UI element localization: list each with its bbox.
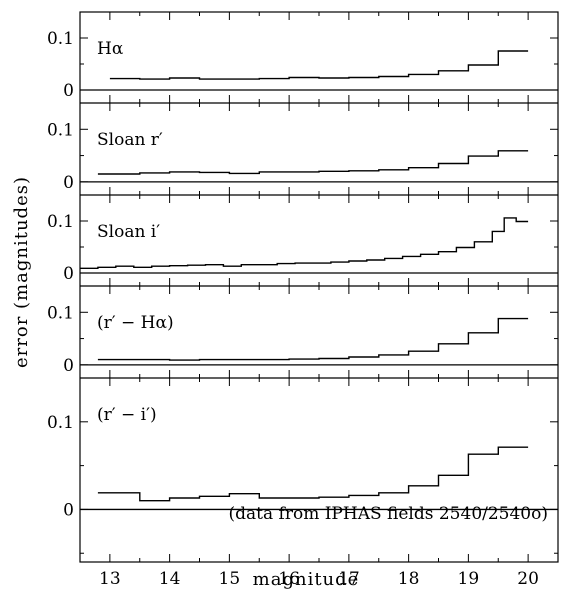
y-tick-label: 0: [63, 500, 74, 520]
panel-2: 0 0.1 Sloan r′: [47, 102, 559, 195]
x-tick-label: 14: [159, 569, 181, 589]
panel-1: 0 0.1 Hα: [47, 12, 559, 103]
panel-label: Sloan r′: [97, 130, 163, 150]
y-tick-label: 0.1: [47, 212, 74, 232]
series-step-line-5: [97, 446, 529, 502]
x-tick-label: 17: [338, 569, 360, 589]
series-step-line-4: [97, 317, 529, 361]
x-tick-label: 20: [517, 569, 539, 589]
y-tick-label: 0.1: [47, 303, 74, 323]
y-tick-label: 0: [63, 356, 74, 376]
x-tick-label: 13: [99, 569, 121, 589]
panel-label: (r′ − i′): [97, 405, 157, 425]
y-tick-label: 0: [63, 173, 74, 193]
x-tick-label: 19: [458, 569, 480, 589]
panels-layer: 0 0.1 Hα 0 0.1 Sloan r′ 0 0.1 Sloan i′ 0 0.1 (r′ − …: [47, 11, 559, 589]
series-step-line-3: [80, 217, 529, 269]
y-axis-label: error (magnitudes): [11, 176, 32, 368]
x-tick-label: 18: [398, 569, 420, 589]
y-tick-label: 0.1: [47, 413, 74, 433]
panel-label: (r′ − Hα): [97, 313, 174, 333]
panel-4: 0 0.1 (r′ − Hα): [47, 285, 559, 378]
x-tick-label: 16: [278, 569, 300, 589]
y-tick-label: 0: [63, 81, 74, 101]
x-axis-label: magnitude: [253, 569, 360, 590]
panel-5: 0 0.1 (r′ − i′): [47, 377, 559, 562]
series-step-line-1: [109, 50, 529, 80]
x-tick-label: 15: [219, 569, 241, 589]
data-source-note: (data from IPHAS fields 2540/2540o): [229, 504, 548, 524]
y-tick-label: 0.1: [47, 29, 74, 49]
series-step-line-2: [97, 150, 529, 175]
panel-label: Hα: [97, 39, 124, 59]
y-tick-label: 0: [63, 264, 74, 284]
y-tick-label: 0.1: [47, 120, 74, 140]
panel-label: Sloan i′: [97, 222, 160, 242]
panel-3: 0 0.1 Sloan i′: [47, 194, 559, 286]
